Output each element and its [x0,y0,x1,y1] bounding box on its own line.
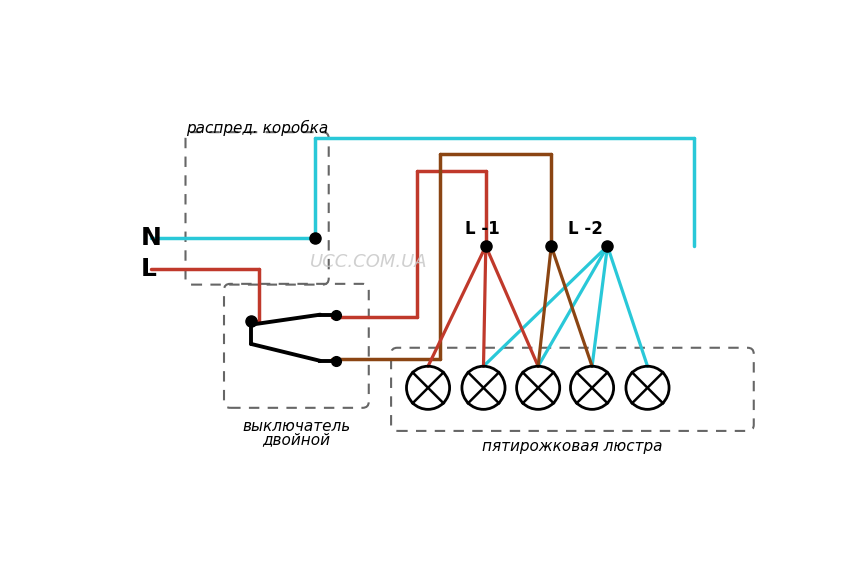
Text: UCC.COM.UA: UCC.COM.UA [310,252,427,270]
Text: пятирожковая люстра: пятирожковая люстра [483,439,663,454]
Text: распред. коробка: распред. коробка [186,119,328,136]
Text: L -2: L -2 [568,220,603,238]
Text: L: L [141,257,157,281]
Text: двойной: двойной [262,433,330,447]
Text: L -1: L -1 [465,220,500,238]
Text: выключатель: выключатель [243,419,351,434]
Text: N: N [141,226,162,250]
